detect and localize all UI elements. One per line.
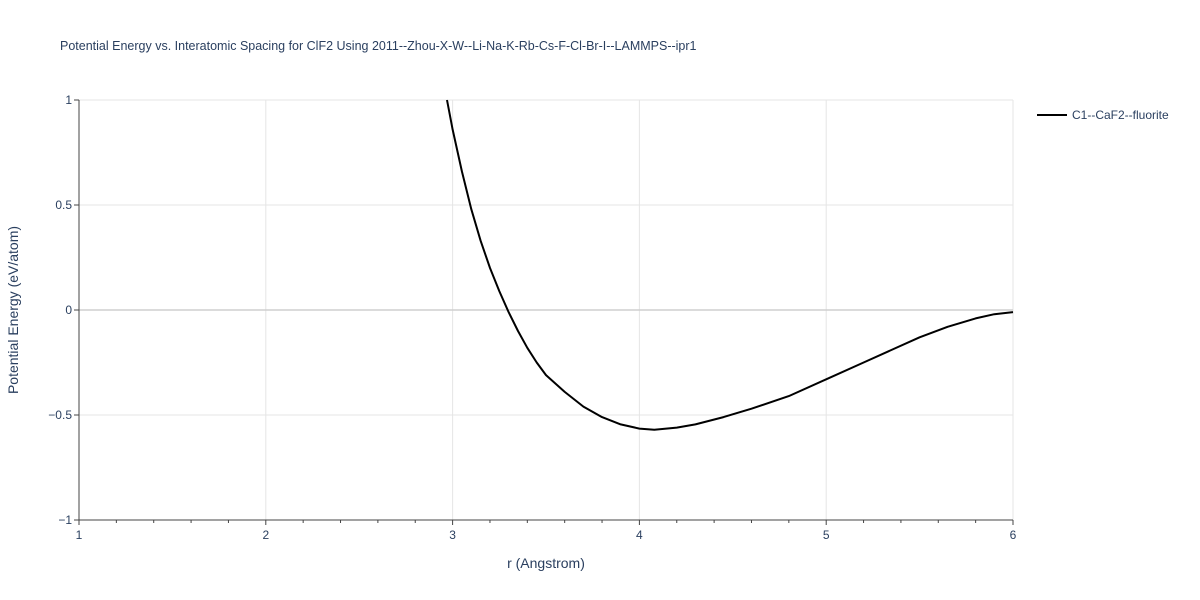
y-axis-label: Potential Energy (eV/atom) bbox=[5, 226, 21, 394]
x-axis-label: r (Angstrom) bbox=[507, 555, 585, 571]
y-tick-label: 1 bbox=[65, 93, 72, 107]
y-tick-label: 0 bbox=[65, 303, 72, 317]
x-tick-label: 1 bbox=[76, 528, 83, 542]
series-line bbox=[446, 99, 1014, 431]
x-tick-label: 3 bbox=[449, 528, 456, 542]
grid bbox=[79, 99, 1014, 520]
ticks: 1 2 3 4 5 6 −1 −0.5 0 0.5 1 bbox=[48, 93, 1016, 542]
x-tick-label: 5 bbox=[823, 528, 830, 542]
legend[interactable]: C1--CaF2--fluorite bbox=[1037, 108, 1169, 122]
y-tick-label: 0.5 bbox=[55, 198, 72, 212]
chart-title: Potential Energy vs. Interatomic Spacing… bbox=[60, 39, 697, 53]
legend-label: C1--CaF2--fluorite bbox=[1072, 108, 1169, 122]
x-tick-label: 4 bbox=[636, 528, 643, 542]
y-tick-label: −0.5 bbox=[48, 408, 72, 422]
x-tick-label: 6 bbox=[1010, 528, 1017, 542]
y-tick-label: −1 bbox=[58, 513, 72, 527]
x-tick-label: 2 bbox=[262, 528, 269, 542]
series-layer bbox=[446, 99, 1014, 431]
